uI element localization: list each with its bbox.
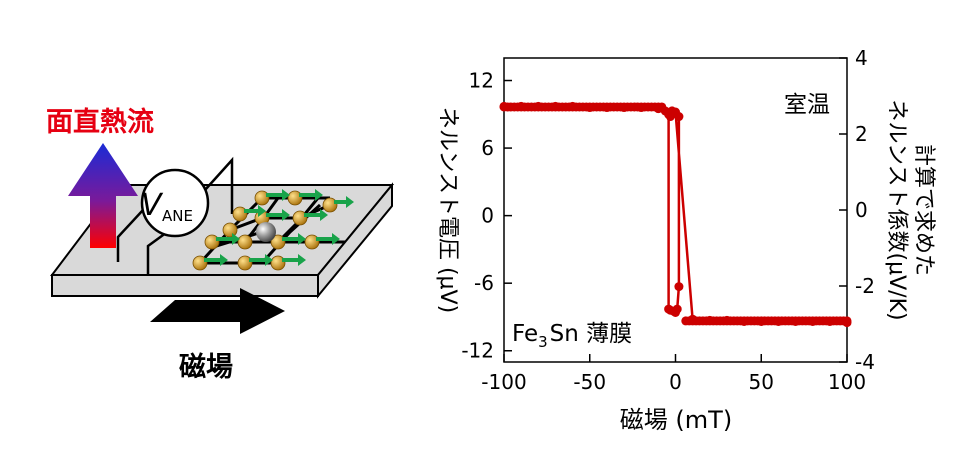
- y-axis-right: 4 2 0 -2 -4: [839, 46, 875, 374]
- spin-arrows: [204, 189, 354, 266]
- heat-flow-arrow: [68, 143, 138, 248]
- y2-tick-label: 0: [855, 198, 868, 222]
- x-tick-label: 100: [828, 370, 866, 394]
- slab-side: [317, 182, 393, 299]
- y-axis-label-left: ネルンスト電圧 (μV): [435, 107, 460, 313]
- y-tick-label: -12: [461, 339, 494, 363]
- series-line: [499, 101, 852, 328]
- sample-annotation: Fe3Sn 薄膜: [512, 321, 632, 351]
- data-point: [671, 107, 680, 117]
- y2-tick-label: 2: [855, 122, 868, 146]
- series-polyline: [504, 105, 848, 324]
- x-tick-label: 50: [749, 370, 774, 394]
- y2-tick-label: 4: [855, 46, 868, 70]
- y-axis-label-right-line2: ネルンスト係数(μV/K): [884, 99, 909, 320]
- device-schematic: 面直熱流 V ANE: [46, 107, 395, 383]
- y-tick-label: 0: [481, 204, 494, 228]
- y-axis-label-right: 計算で求めた ネルンスト係数(μV/K): [884, 99, 936, 320]
- sample-subscript: 3: [538, 333, 548, 351]
- voltmeter-icon: V ANE: [140, 168, 210, 238]
- x-axis: -100 -50 0 50 100: [481, 354, 866, 394]
- voltage-symbol: V: [141, 188, 164, 223]
- x-tick-label: -50: [573, 370, 606, 394]
- voltmeter-wire-right: [204, 156, 234, 214]
- sample-element: Fe: [512, 321, 538, 347]
- y2-tick-label: -4: [855, 350, 875, 374]
- sample-name: Sn 薄膜: [550, 321, 633, 347]
- x-tick-label: -100: [481, 370, 526, 394]
- x-axis-label: 磁場 (mT): [620, 406, 732, 434]
- atoms: [192, 190, 338, 271]
- data-point: [664, 304, 674, 314]
- y2-tick-label: -2: [855, 274, 875, 298]
- magnetic-field-arrow: [150, 288, 285, 334]
- heat-flow-label: 面直熱流: [46, 107, 154, 138]
- y-axis-label-right-line1: 計算で求めた: [911, 144, 936, 276]
- y-tick-label: 12: [469, 69, 494, 93]
- data-point: [657, 102, 667, 112]
- kagome-lattice: [192, 189, 354, 271]
- temperature-annotation: 室温: [784, 92, 830, 118]
- y-axis-left: 12 6 0 -6 -12: [461, 69, 512, 363]
- magnetic-field-label: 磁場: [179, 352, 233, 383]
- y-tick-label: -6: [474, 271, 494, 295]
- slab-front: [51, 274, 319, 297]
- data-point: [842, 316, 852, 326]
- voltage-subscript: ANE: [162, 207, 193, 225]
- data-point: [674, 282, 684, 292]
- contact-line: [146, 228, 171, 275]
- y-tick-label: 6: [481, 136, 494, 160]
- center-atom: [256, 222, 276, 242]
- x-tick-label: 0: [669, 370, 682, 394]
- voltmeter-wire-left: [116, 209, 144, 262]
